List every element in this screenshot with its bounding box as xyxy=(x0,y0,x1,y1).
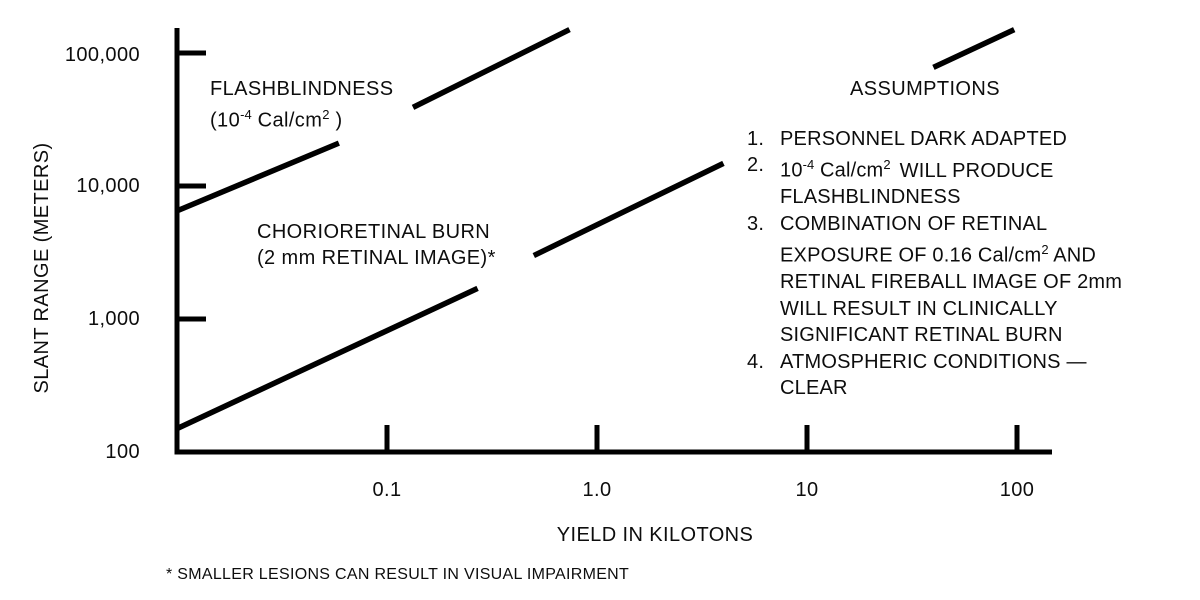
chorioretinal-curve-label: CHORIORETINAL BURN (2 mm RETINAL IMAGE)* xyxy=(257,219,496,271)
assumption-number: 2. xyxy=(747,154,765,177)
assumption-text: PERSONNEL DARK ADAPTED xyxy=(780,128,1068,150)
footnote: * SMALLER LESIONS CAN RESULT IN VISUAL I… xyxy=(166,566,630,583)
flashblindness-curve-label-line1: FLASHBLINDNESS xyxy=(210,78,394,100)
assumption-item-2: 2. 10-4 Cal/cm2 WILL PRODUCE FLASHBLINDNE… xyxy=(747,152,1147,210)
assumption-item-3: 3. COMBINATION OF RETINAL EXPOSURE OF 0.… xyxy=(747,211,1147,349)
y-tick-label-100000: 100,000 xyxy=(64,44,140,66)
assumption-number: 1. xyxy=(747,128,765,150)
assumption-item-4: 4. ATMOSPHERIC CONDITIONS — CLEAR xyxy=(747,349,1147,402)
chorioretinal-curve-label-line1: CHORIORETINAL BURN xyxy=(257,221,491,243)
y-axis-title: SLANT RANGE (METERS) xyxy=(31,142,53,394)
assumptions-title: ASSUMPTIONS xyxy=(850,78,1000,100)
flashblindness-curve-label: FLASHBLINDNESS (10-4 Cal/cm2 ) xyxy=(210,76,393,134)
x-tick-label-100: 100 xyxy=(999,479,1035,501)
assumption-number: 3. xyxy=(747,212,765,235)
assumption-number: 4. xyxy=(747,350,765,373)
assumptions-list: 1. PERSONNEL DARK ADAPTED 2. 10-4 Cal/cm… xyxy=(747,126,1147,401)
x-axis-title: YIELD IN KILOTONS xyxy=(556,524,754,546)
flashblindness-curve-label-line2: (10-4 Cal/cm2 ) xyxy=(210,107,343,132)
x-tick-label-0p1: 0.1 xyxy=(372,479,402,501)
y-tick-label-1000: 1,000 xyxy=(87,308,140,330)
y-tick-label-100: 100 xyxy=(105,441,140,463)
series-line-1 xyxy=(932,27,1016,70)
series-line-1 xyxy=(532,160,725,259)
assumption-item-1: 1. PERSONNEL DARK ADAPTED xyxy=(747,126,1147,152)
series-line-0 xyxy=(175,140,340,214)
assumption-text: COMBINATION OF RETINAL EXPOSURE OF 0.16 … xyxy=(780,212,1123,347)
x-tick-label-1: 1.0 xyxy=(582,479,612,501)
series-line-0 xyxy=(411,27,571,110)
series-line-1 xyxy=(175,285,479,432)
y-tick-label-10000: 10,000 xyxy=(76,175,140,197)
assumption-text: 10-4 Cal/cm2 WILL PRODUCE FLASHBLINDNESS xyxy=(780,157,1054,209)
chorioretinal-curve-label-line2: (2 mm RETINAL IMAGE)* xyxy=(257,247,496,269)
x-tick-label-10: 10 xyxy=(795,479,819,501)
assumption-text: ATMOSPHERIC CONDITIONS — CLEAR xyxy=(780,350,1087,399)
